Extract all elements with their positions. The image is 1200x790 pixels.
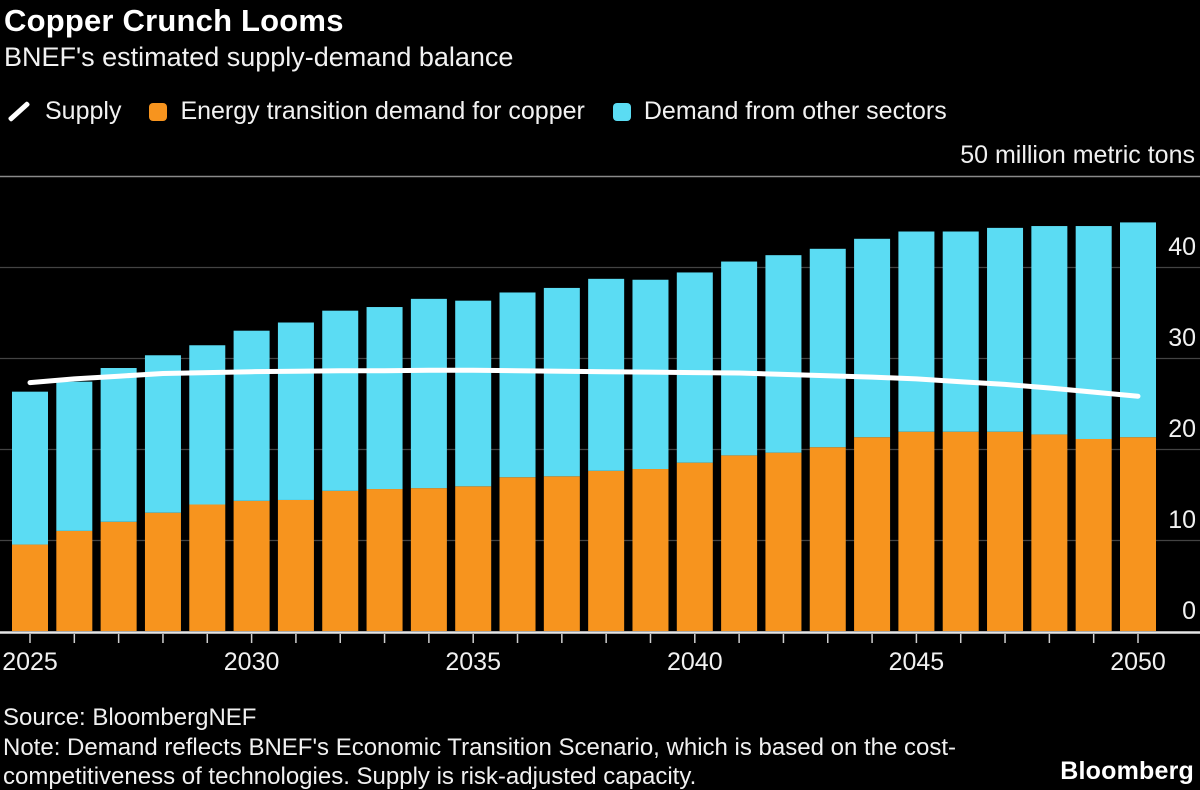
bar-energy-demand-2029: [189, 504, 226, 631]
legend: Supply Energy transition demand for copp…: [6, 97, 947, 126]
bar-energy-demand-2044: [854, 437, 891, 631]
bar-energy-demand-2049: [1075, 438, 1112, 631]
y-axis-unit-label: 50 million metric tons: [960, 141, 1195, 169]
methodology-note-line2: competitiveness of technologies. Supply …: [3, 763, 697, 790]
bar-other-demand-2043: [809, 248, 846, 448]
bar-energy-demand-2041: [721, 455, 758, 631]
bar-energy-demand-2031: [277, 499, 314, 631]
bar-energy-demand-2028: [144, 512, 181, 631]
bar-other-demand-2037: [543, 287, 580, 477]
bar-other-demand-2036: [499, 292, 536, 478]
bar-energy-demand-2040: [676, 462, 713, 631]
bar-other-demand-2026: [56, 381, 93, 531]
bar-energy-demand-2036: [499, 477, 536, 631]
legend-label-other-demand: Demand from other sectors: [643, 97, 947, 125]
bar-other-demand-2048: [1031, 226, 1068, 435]
bar-energy-demand-2038: [588, 470, 625, 631]
supply-line-icon: [7, 100, 31, 123]
x-tick-label-2035: 2035: [445, 648, 501, 676]
bar-other-demand-2025: [12, 391, 48, 545]
bar-energy-demand-2042: [765, 452, 802, 631]
bar-other-demand-2046: [942, 231, 979, 432]
x-tick-label-2050: 2050: [1110, 648, 1166, 676]
bar-energy-demand-2032: [322, 490, 359, 631]
energy-demand-swatch-icon: [149, 102, 168, 121]
legend-item-energy-transition-demand: Energy transition demand for copper: [149, 97, 585, 126]
supply-line: [27, 367, 1141, 399]
bar-energy-demand-2034: [410, 488, 447, 631]
bar-other-demand-2042: [765, 255, 802, 453]
bar-energy-demand-2046: [942, 431, 979, 631]
bar-energy-demand-2033: [366, 489, 403, 631]
bar-energy-demand-2050: [1120, 437, 1156, 631]
bar-other-demand-2028: [144, 355, 181, 513]
bar-other-demand-2044: [854, 238, 891, 438]
bar-other-demand-2027: [100, 368, 137, 522]
y-tick-label-40: 40: [1168, 233, 1196, 261]
legend-item-supply: Supply: [6, 97, 121, 126]
bar-other-demand-2041: [721, 261, 758, 456]
x-tick-label-2045: 2045: [889, 648, 945, 676]
bar-energy-demand-2047: [987, 431, 1024, 631]
bar-other-demand-2050: [1120, 222, 1156, 438]
bar-energy-demand-2030: [233, 500, 270, 631]
bar-other-demand-2047: [987, 227, 1024, 432]
legend-label-supply: Supply: [45, 97, 122, 125]
bar-other-demand-2040: [676, 272, 713, 463]
x-tick-label-2025: 2025: [2, 648, 58, 676]
bar-energy-demand-2037: [543, 476, 580, 631]
bar-other-demand-2033: [366, 307, 403, 490]
bar-energy-demand-2039: [632, 469, 669, 631]
bar-other-demand-2038: [588, 278, 625, 471]
y-tick-label-20: 20: [1168, 415, 1196, 443]
other-demand-swatch-icon: [612, 102, 631, 121]
page-subtitle: BNEF's estimated supply-demand balance: [4, 42, 514, 72]
bar-energy-demand-2043: [809, 447, 846, 631]
page-title: Copper Crunch Looms: [4, 3, 344, 38]
bar-other-demand-2049: [1075, 226, 1112, 439]
source-note: Source: BloombergNEF: [3, 704, 257, 731]
y-tick-label-10: 10: [1168, 506, 1196, 534]
bar-energy-demand-2045: [898, 431, 935, 631]
bar-other-demand-2031: [277, 322, 314, 500]
x-tick-label-2040: 2040: [667, 648, 723, 676]
x-tick-label-2030: 2030: [224, 648, 280, 676]
bloomberg-logo: Bloomberg: [1060, 757, 1194, 785]
bar-energy-demand-2035: [455, 486, 492, 631]
bar-energy-demand-2027: [100, 521, 137, 631]
bar-energy-demand-2026: [56, 530, 93, 631]
bar-energy-demand-2048: [1031, 434, 1068, 631]
y-tick-label-0: 0: [1182, 597, 1196, 625]
bar-energy-demand-2025: [12, 544, 48, 631]
bar-other-demand-2029: [189, 345, 226, 505]
bar-other-demand-2034: [410, 298, 447, 489]
methodology-note-line1: Note: Demand reflects BNEF's Economic Tr…: [3, 734, 957, 761]
bar-other-demand-2032: [322, 310, 359, 491]
bar-other-demand-2030: [233, 330, 270, 501]
bar-other-demand-2035: [455, 300, 492, 487]
legend-label-energy-demand: Energy transition demand for copper: [180, 97, 585, 125]
legend-item-other-demand: Demand from other sectors: [612, 97, 947, 126]
bar-other-demand-2045: [898, 231, 935, 432]
methodology-note: Note: Demand reflects BNEF's Economic Tr…: [3, 733, 956, 790]
y-tick-label-30: 30: [1168, 324, 1196, 352]
